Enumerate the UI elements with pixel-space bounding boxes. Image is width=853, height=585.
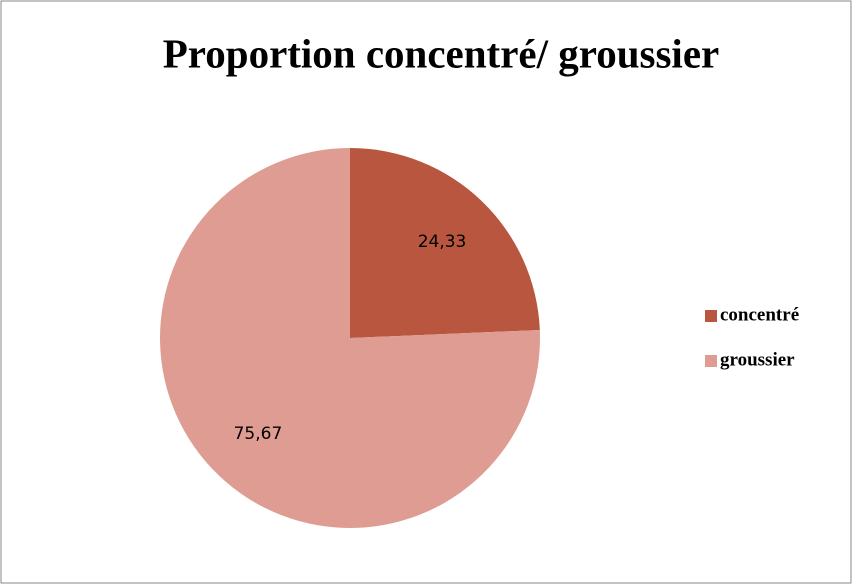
legend-swatch (705, 310, 717, 322)
data-label: 75,67 (234, 424, 283, 444)
pie-slice (160, 148, 540, 528)
pie-slice (350, 148, 540, 338)
legend-label: concentré (720, 304, 799, 325)
data-label: 24,33 (418, 232, 467, 252)
legend-label: groussier (720, 349, 795, 370)
chart-title: Proportion concentré/ groussier (163, 30, 719, 76)
legend-swatch (705, 355, 717, 367)
